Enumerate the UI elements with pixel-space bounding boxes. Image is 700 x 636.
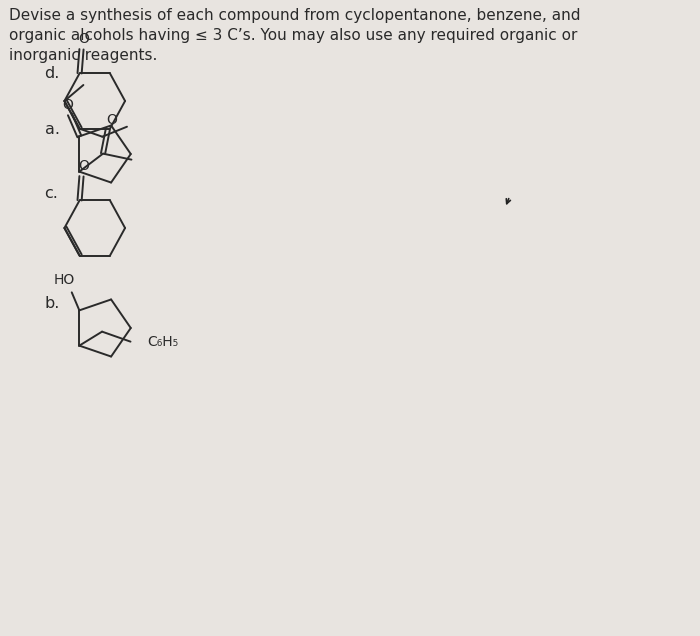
Text: O: O [78, 159, 89, 173]
Text: HO: HO [53, 273, 75, 287]
Text: a.: a. [45, 121, 60, 137]
Text: b.: b. [45, 296, 60, 310]
Text: Devise a synthesis of each compound from cyclopentanone, benzene, and
organic al: Devise a synthesis of each compound from… [10, 8, 581, 62]
Text: c.: c. [45, 186, 58, 200]
Text: O: O [62, 99, 74, 113]
Text: O: O [106, 113, 117, 127]
Text: d.: d. [45, 67, 60, 81]
Text: O: O [78, 32, 89, 46]
Text: C₆H₅: C₆H₅ [148, 335, 178, 349]
